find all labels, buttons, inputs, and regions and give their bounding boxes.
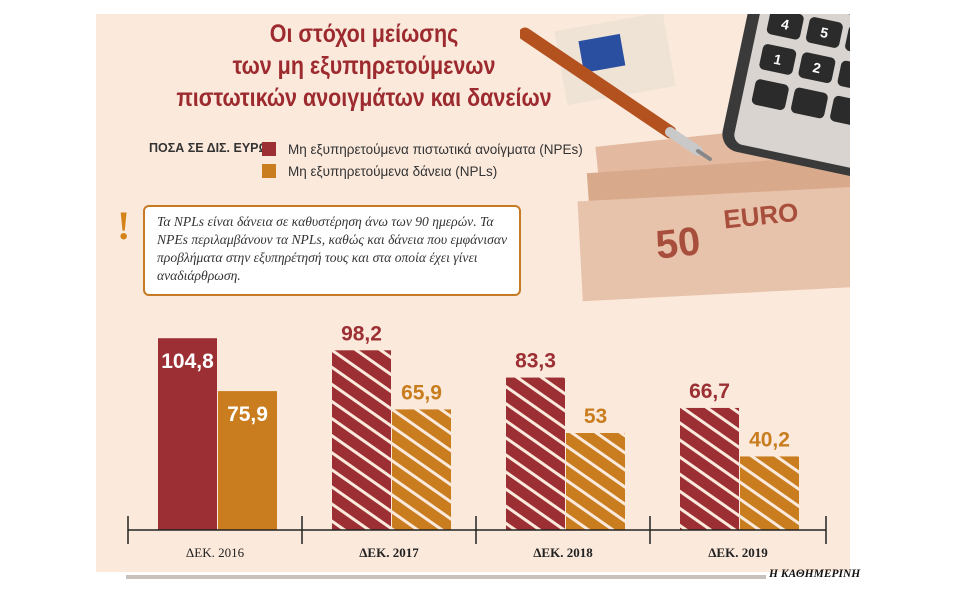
calculator-key: 2 [811,59,822,76]
title-line-2: των μη εξυπηρετούμενων [232,52,496,80]
calculator: 4 5 6 1 2 3 [722,14,850,179]
data-label-npe-1: 98,2 [341,322,382,345]
bar-npe-2 [506,377,565,530]
data-label-npe-2: 83,3 [515,350,556,373]
x-axis: ΔΕΚ. 2016 ΔΕΚ. 2017 ΔΕΚ. 2018 ΔΕΚ. 2019 [127,516,827,560]
x-tick-label-0: ΔΕΚ. 2016 [186,545,245,560]
bar-npl-3 [740,456,799,530]
legend-item-npl: Μη εξυπηρετούμενα δάνεια (NPLs) [262,160,583,182]
legend: Μη εξυπηρετούμενα πιστωτικά ανοίγματα (N… [262,138,583,182]
data-label-npl-0: 75,9 [227,403,268,426]
source-label: Η ΚΑΘΗΜΕΡΙΝΗ [769,568,861,580]
bar-npe-3 [680,407,739,530]
banknote-value: 50 [654,219,703,267]
legend-label-npe: Μη εξυπηρετούμενα πιστωτικά ανοίγματα (N… [288,141,583,157]
title-line-1: Οι στόχοι μείωσης [269,20,459,48]
data-label-npe-3: 66,7 [689,380,730,403]
pen [520,27,712,161]
bar-npl-0 [218,391,277,530]
calculator-key: 1 [772,51,783,68]
calculator-key: 4 [780,16,791,33]
data-label-npl-3: 40,2 [749,428,790,451]
bar-npe-1 [332,350,391,530]
eu-flag-icon [578,33,626,73]
legend-swatch-npl [262,164,276,178]
bar-npl-1 [392,409,451,530]
x-tick-label-3: ΔΕΚ. 2019 [708,545,768,560]
note-box: Τα NPLs είναι δάνεια σε καθυστέρηση άνω … [143,205,521,296]
data-label-npe-0: 104,8 [161,350,214,373]
x-tick-label-1: ΔΕΚ. 2017 [359,545,419,560]
legend-label-npl: Μη εξυπηρετούμενα δάνεια (NPLs) [288,163,498,179]
data-label-npl-2: 53 [584,405,607,428]
bars-group: 104,8 75,9 98,2 65,9 83,3 53 66,7 40,2 [158,322,799,530]
title-line-3: πιστωτικών ανοιγμάτων και δανείων [176,84,552,112]
euro-calculator-photo: 50 EURO 4 5 6 [520,14,850,302]
euro-banknotes: 50 EURO [554,14,850,302]
data-label-npl-1: 65,9 [401,381,442,404]
chart-title: Οι στόχοι μείωσης των μη εξυπηρετούμενων… [149,18,579,114]
bar-npe-0 [158,338,217,530]
calculator-key: 5 [819,24,830,41]
legend-item-npe: Μη εξυπηρετούμενα πιστωτικά ανοίγματα (N… [262,138,583,160]
bar-npl-2 [566,433,625,530]
legend-swatch-npe [262,142,276,156]
exclamation-icon: ! [117,203,131,248]
footer-rule [126,575,766,579]
x-tick-label-2: ΔΕΚ. 2018 [533,545,593,560]
units-label: ΠΟΣΑ ΣΕ ΔΙΣ. ΕΥΡΩ [149,141,269,155]
